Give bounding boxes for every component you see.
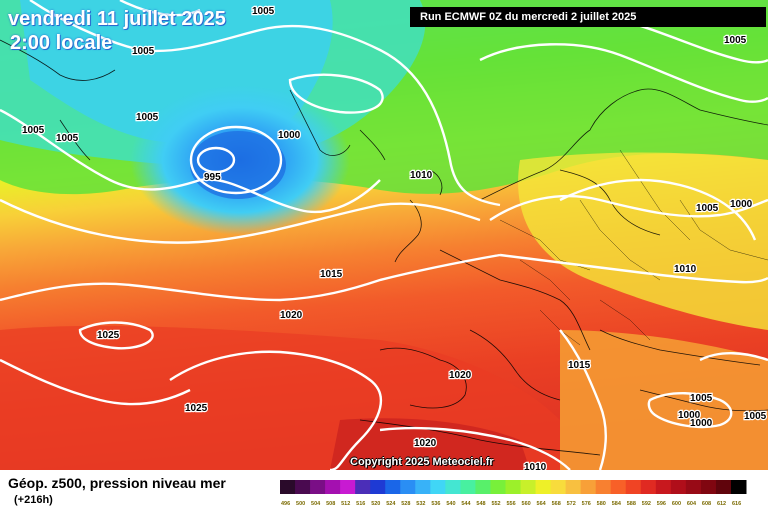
colorbar-label: 572	[567, 501, 576, 507]
copyright-notice: Copyright 2025 Meteociel.fr	[350, 456, 494, 468]
colorbar-label: 560	[522, 501, 531, 507]
colorbar-label: 612	[717, 501, 726, 507]
colorbar-label: 544	[461, 501, 471, 507]
isobar-label: 1020	[280, 310, 303, 321]
colorbar-swatch	[460, 480, 476, 494]
isobar-label: 1020	[449, 370, 472, 381]
isobar-label: 1010	[410, 170, 433, 181]
weather-map: 1005 1005 1005 1005 1005 1000 995 1010 1…	[0, 0, 768, 470]
isobar-label: 1005	[132, 46, 155, 57]
colorbar-swatch	[475, 480, 491, 494]
colorbar-label: 616	[732, 501, 741, 507]
africa-deep	[330, 418, 530, 470]
colorbar-swatch	[625, 480, 642, 494]
colorbar-legend: 496 500 504 508 512 516 520 524 528 532 536 540 544 5…	[280, 480, 766, 508]
forecast-range: (+216h)	[14, 494, 53, 506]
colorbar-swatch	[580, 480, 597, 494]
colorbar-label: 500	[296, 501, 305, 507]
colorbar-label: 604	[687, 501, 697, 507]
colorbar-label: 552	[491, 501, 500, 507]
colorbar-swatch	[730, 480, 747, 494]
isobar-label: 1020	[414, 438, 437, 449]
isobar-labels: 1005 1005 1005 1005 1005 1000 995 1010 1…	[21, 5, 768, 470]
isobar-label: 1025	[97, 330, 120, 341]
isobar-label: 1000	[278, 130, 301, 141]
colorbar-swatch	[430, 480, 446, 494]
colorbar-label: 540	[446, 501, 455, 507]
colorbar-swatch	[565, 480, 582, 494]
isobar-label: 1000	[730, 199, 753, 210]
colorbar-swatch	[370, 480, 386, 494]
colorbar-swatch	[715, 480, 732, 494]
colorbar-swatch	[550, 480, 567, 494]
colorbar-label: 504	[311, 501, 321, 507]
colorbar-label: 548	[476, 501, 485, 507]
colorbar-swatch	[340, 480, 356, 494]
colorbar-label: 608	[702, 501, 711, 507]
colorbar-swatch	[355, 480, 371, 494]
colorbar-label: 592	[642, 501, 651, 507]
isobar-label: 1015	[568, 360, 591, 371]
colorbar-swatch	[400, 480, 416, 494]
isobar-label: 1015	[320, 269, 343, 280]
isobar-label: 1005	[136, 112, 159, 123]
isobar-label: 1005	[744, 411, 767, 422]
forecast-date: vendredi 11 juillet 2025	[8, 8, 226, 30]
colorbar-label: 568	[552, 501, 561, 507]
colorbar-swatch	[295, 480, 311, 494]
isobar-label: 995	[204, 172, 221, 183]
coastlines	[0, 39, 768, 456]
model-run-label: Run ECMWF 0Z du mercredi 2 juillet 2025	[410, 7, 766, 27]
isobar-label: 1005	[724, 35, 747, 46]
colorbar-swatch	[535, 480, 552, 494]
east-orange	[560, 330, 768, 470]
map-title: Géop. z500, pression niveau mer	[8, 475, 226, 491]
colorbar-label: 600	[672, 501, 681, 507]
colorbar-label: 564	[537, 501, 547, 507]
colorbar-swatch	[655, 480, 672, 494]
colorbar-label: 508	[326, 501, 335, 507]
colorbar-label: 584	[612, 501, 622, 507]
colorbar-label: 596	[657, 501, 666, 507]
forecast-time: 2:00 locale	[10, 32, 113, 54]
colorbar-swatch	[415, 480, 431, 494]
colorbar-label: 524	[386, 501, 396, 507]
colorbar-swatch	[385, 480, 401, 494]
colorbar-swatch	[595, 480, 612, 494]
colorbar-swatch	[310, 480, 326, 494]
colorbar-label: 588	[627, 501, 636, 507]
isobar-label: 1005	[252, 6, 275, 17]
colorbar-swatch	[505, 480, 522, 494]
colorbar-swatch	[670, 480, 687, 494]
colorbar-swatch	[700, 480, 717, 494]
colorbar-label: 520	[371, 501, 380, 507]
colorbar-swatch	[520, 480, 537, 494]
isobar-label: 1010	[524, 462, 547, 470]
colorbar-label: 532	[416, 501, 425, 507]
colorbar-swatch	[640, 480, 657, 494]
colorbar-label: 556	[506, 501, 515, 507]
colorbar-label: 536	[431, 501, 440, 507]
colorbar-swatch	[685, 480, 702, 494]
isobar-label: 1000	[678, 410, 701, 421]
colorbar-label: 580	[597, 501, 606, 507]
isobar-label: 1005	[690, 393, 713, 404]
colorbar-label: 576	[582, 501, 591, 507]
isobar-label: 1010	[674, 264, 697, 275]
isobar-label: 1005	[22, 125, 45, 136]
colorbar-swatch	[280, 480, 296, 494]
colorbar-label: 512	[341, 501, 350, 507]
colorbar-label: 516	[356, 501, 365, 507]
isobar-label: 1025	[185, 403, 208, 414]
colorbar-label: 496	[281, 501, 290, 507]
colorbar-label: 528	[401, 501, 410, 507]
colorbar-swatch	[490, 480, 506, 494]
isobar-label: 1005	[56, 133, 79, 144]
colorbar-swatch	[610, 480, 627, 494]
isobar-label: 1000	[690, 418, 713, 429]
colorbar-swatch	[325, 480, 341, 494]
isobar-label: 1005	[696, 203, 719, 214]
isobars	[0, 0, 768, 470]
colorbar-swatch	[445, 480, 461, 494]
